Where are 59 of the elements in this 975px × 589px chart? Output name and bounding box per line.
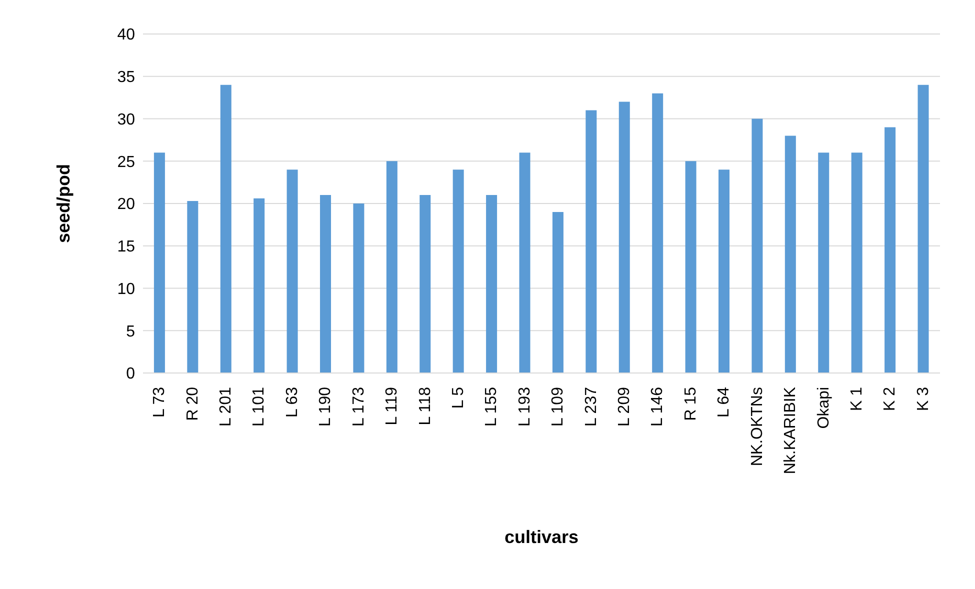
x-tick-label: L 73 [151,386,168,418]
bar [286,170,298,373]
bar [420,195,431,373]
bar [918,84,929,373]
x-tick-label: Nk.KARIBIK [782,386,800,474]
x-tick-label: L 146 [649,386,666,426]
y-tick-label: 30 [117,111,136,128]
y-axis-title: seed/pod [53,164,74,244]
x-tick-label: L 63 [284,386,301,418]
y-tick-label: 20 [117,196,136,214]
x-tick-label: L 173 [350,386,368,426]
bar [552,212,564,373]
y-tick-label: 25 [117,154,136,171]
bar [784,136,796,373]
bar [618,102,630,373]
x-tick-label: L 209 [616,386,634,426]
bar [519,152,530,373]
bar [220,84,232,373]
x-tick-label: L 193 [516,386,534,426]
x-tick-label: K 1 [848,386,866,412]
bar [254,198,265,373]
x-tick-label: L 237 [582,386,600,426]
y-tick-label: 0 [126,366,136,383]
y-tick-label: 35 [117,69,136,86]
x-tick-label: K 2 [882,386,899,412]
x-axis-title: cultivars [504,527,579,547]
y-tick-label: 40 [117,26,136,44]
y-tick-label: 15 [117,238,136,256]
x-tick-label: L 119 [384,386,401,426]
bar [652,93,664,373]
bar [586,110,597,373]
bar [884,127,896,373]
y-tick-label: 10 [117,280,136,298]
bar [818,152,830,373]
x-tick-label: L 101 [250,386,268,426]
bar [320,195,331,373]
x-tick-label: K 3 [914,386,932,412]
x-tick-label: R 20 [184,386,202,421]
x-tick-label: L 201 [218,386,235,426]
bar [851,152,862,373]
x-tick-label: R 15 [682,386,700,421]
x-tick-label: L 155 [483,386,500,426]
y-tick-label: 5 [126,323,136,340]
bar [718,170,730,373]
bar [685,161,696,373]
bar [187,200,198,373]
x-tick-label: L 109 [550,386,567,426]
bar [353,204,364,373]
x-tick-label: NK.OKTNs [748,387,766,466]
x-tick-label: Okapi [815,387,832,429]
x-tick-label: L 64 [716,386,733,418]
bar [452,170,464,373]
bar [386,161,398,373]
x-tick-label: L 5 [450,386,467,409]
x-tick-label: L 118 [416,386,434,426]
x-tick-label: L 190 [317,386,334,426]
bar [154,152,165,373]
bar [486,195,498,373]
bar [752,118,763,373]
